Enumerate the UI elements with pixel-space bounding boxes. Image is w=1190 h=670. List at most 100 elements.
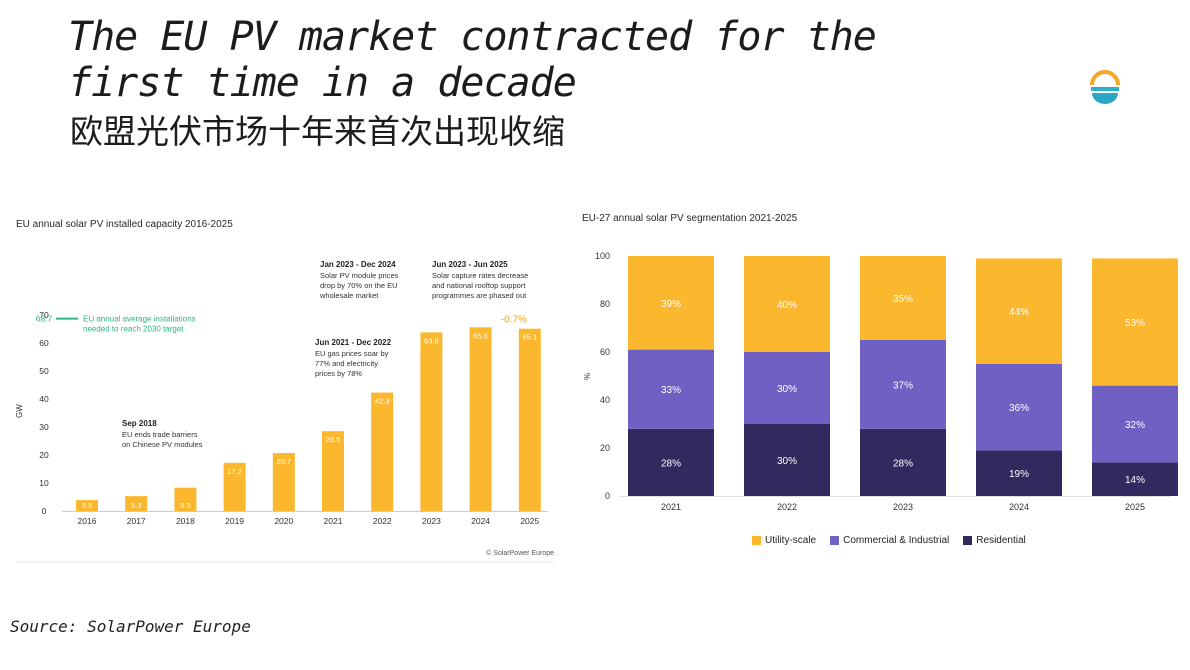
left-x-tick-label: 2023 bbox=[422, 516, 441, 526]
segment-label: 14% bbox=[1125, 475, 1145, 486]
segment-label: 30% bbox=[777, 456, 797, 467]
left-y-tick-label: 40 bbox=[39, 394, 49, 404]
capacity-bar-label: 8.3 bbox=[180, 501, 190, 510]
right-y-tick-label: 80 bbox=[600, 299, 610, 309]
target-label-line2: needed to reach 2030 target bbox=[83, 325, 184, 334]
segment-label: 33% bbox=[661, 385, 681, 396]
right-x-tick-label: 2024 bbox=[1009, 502, 1029, 512]
segment-bar bbox=[1092, 385, 1178, 463]
capacity-bar-label: 42.3 bbox=[375, 397, 390, 406]
right-x-tick-label: 2021 bbox=[661, 502, 681, 512]
legend-commercial-label: Commercial & Industrial bbox=[843, 535, 950, 546]
right-x-tick-label: 2023 bbox=[893, 502, 913, 512]
chart-credit: © SolarPower Europe bbox=[486, 549, 554, 557]
right-chart-title: EU-27 annual solar PV segmentation 2021-… bbox=[582, 213, 798, 224]
left-y-tick-label: 70 bbox=[39, 310, 49, 320]
segment-bar bbox=[1092, 258, 1178, 386]
segment-bar bbox=[860, 428, 946, 496]
left-x-tick-label: 2025 bbox=[520, 516, 539, 526]
right-y-tick-label: 0 bbox=[605, 491, 610, 501]
left-y-tick-label: 0 bbox=[42, 506, 47, 516]
capacity-bar bbox=[76, 500, 98, 511]
right-y-tick-label: 40 bbox=[600, 395, 610, 405]
right-y-axis-label: % bbox=[583, 373, 592, 380]
segment-label: 44% bbox=[1009, 307, 1029, 318]
legend-utility-swatch bbox=[752, 536, 761, 545]
capacity-bar-label: 65.6 bbox=[473, 331, 488, 340]
change-label: -0.7% bbox=[501, 315, 527, 326]
left-x-tick-label: 2016 bbox=[78, 516, 97, 526]
right-x-tick-label: 2025 bbox=[1125, 502, 1145, 512]
segment-bar bbox=[628, 349, 714, 429]
left-chart-title: EU annual solar PV installed capacity 20… bbox=[16, 219, 233, 230]
capacity-bar bbox=[420, 332, 443, 511]
capacity-bar-label: 17.2 bbox=[227, 467, 242, 476]
annotation-title: Jun 2023 - Jun 2025 bbox=[432, 260, 508, 269]
capacity-bar-label: 63.8 bbox=[424, 336, 439, 345]
capacity-bar bbox=[174, 487, 197, 511]
segment-bar bbox=[628, 256, 714, 350]
segment-bar bbox=[744, 256, 830, 352]
segment-label: 28% bbox=[893, 458, 913, 469]
legend-commercial: Commercial & Industrial bbox=[830, 535, 949, 546]
annotation-line: Solar capture rates decrease bbox=[432, 271, 528, 280]
segment-bar bbox=[1092, 462, 1178, 496]
legend-residential-swatch bbox=[963, 536, 973, 545]
segment-label: 37% bbox=[893, 380, 913, 391]
right-x-tick-label: 2022 bbox=[777, 502, 797, 512]
target-value-label: 68.7 bbox=[36, 314, 53, 324]
capacity-bar bbox=[223, 462, 246, 511]
legend-residential: Residential bbox=[963, 535, 1026, 546]
left-y-tick-label: 10 bbox=[39, 478, 49, 488]
segment-label: 53% bbox=[1125, 318, 1145, 329]
annotation-line: Solar PV module prices bbox=[320, 271, 399, 280]
segment-bar bbox=[744, 424, 830, 496]
segmentation-legend: Utility-scale Commercial & Industrial Re… bbox=[752, 535, 1026, 546]
segment-label: 19% bbox=[1009, 469, 1029, 480]
left-y-tick-label: 60 bbox=[39, 338, 49, 348]
slide-title-chinese: 欧盟光伏市场十年来首次出现收缩 bbox=[70, 112, 565, 151]
left-x-tick-label: 2022 bbox=[373, 516, 392, 526]
annotation-title: Sep 2018 bbox=[122, 419, 157, 428]
capacity-bar bbox=[518, 328, 541, 511]
annotation-line: EU gas prices soar by bbox=[315, 349, 389, 358]
segment-bar bbox=[628, 428, 714, 496]
annotation-line: programmes are phased out bbox=[432, 291, 527, 300]
segment-label: 35% bbox=[893, 294, 913, 305]
left-x-tick-label: 2017 bbox=[127, 516, 146, 526]
annotation-title: Jun 2021 - Dec 2022 bbox=[315, 338, 392, 347]
segment-bar bbox=[860, 340, 946, 429]
slide-title-english: The EU PV market contracted for the firs… bbox=[68, 14, 877, 106]
left-x-tick-label: 2020 bbox=[274, 516, 293, 526]
legend-commercial-swatch bbox=[830, 536, 840, 545]
segment-bar bbox=[744, 352, 830, 424]
segment-label: 40% bbox=[777, 300, 797, 311]
capacity-bar-label: 20.7 bbox=[276, 457, 291, 466]
left-x-tick-label: 2021 bbox=[324, 516, 343, 526]
annotation-line: wholesale market bbox=[319, 291, 379, 300]
capacity-bar-label: 65.1 bbox=[522, 333, 537, 342]
left-y-axis-label: GW bbox=[15, 404, 24, 418]
capacity-bar bbox=[469, 327, 492, 511]
annotation-line: EU ends trade barriers bbox=[122, 430, 198, 439]
annotation-line: and national rooftop support bbox=[432, 281, 526, 290]
right-y-tick-label: 20 bbox=[600, 443, 610, 453]
legend-utility: Utility-scale bbox=[752, 535, 816, 546]
capacity-bar-label: 5.3 bbox=[131, 501, 141, 510]
segment-bar bbox=[976, 450, 1062, 496]
capacity-bar bbox=[371, 392, 394, 511]
right-y-tick-label: 100 bbox=[595, 251, 610, 261]
source-note: Source: SolarPower Europe bbox=[10, 617, 251, 636]
segment-bar bbox=[976, 364, 1062, 451]
left-y-tick-label: 20 bbox=[39, 450, 49, 460]
segmentation-chart: % 0 20 40 60 80 100 28% 33% 39% 2021 30% 30% 40% 2022 2… bbox=[583, 251, 1178, 512]
target-label-line1: EU annual average installations bbox=[83, 315, 196, 324]
segment-label: 28% bbox=[661, 458, 681, 469]
segment-label: 32% bbox=[1125, 420, 1145, 431]
annotation-line: on Chinese PV modules bbox=[122, 440, 203, 449]
logo-icon bbox=[1090, 70, 1120, 104]
legend-residential-label: Residential bbox=[976, 535, 1026, 546]
annotation-line: 77% and electricity bbox=[315, 359, 378, 368]
capacity-bar bbox=[322, 431, 344, 511]
